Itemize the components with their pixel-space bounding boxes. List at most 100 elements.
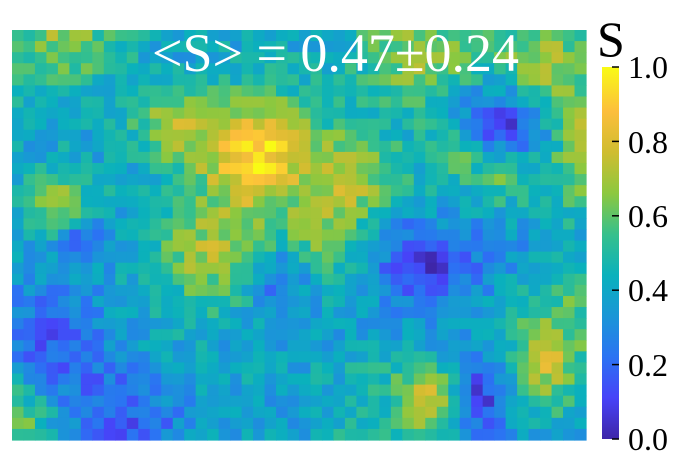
heatmap-cell	[115, 52, 128, 64]
heatmap-cell	[321, 162, 335, 175]
heatmap-cell	[12, 107, 25, 120]
heatmap-cell	[505, 406, 518, 419]
heatmap-cell	[563, 52, 576, 64]
heatmap-cell	[184, 96, 197, 109]
heatmap-cell	[333, 52, 346, 64]
heatmap-cell	[57, 262, 70, 275]
heatmap-cell	[367, 74, 380, 86]
heatmap-cell	[540, 74, 553, 86]
heatmap-cell	[126, 207, 139, 219]
heatmap-cell	[344, 107, 357, 120]
heatmap-cell	[551, 118, 564, 131]
heatmap-cell	[149, 185, 162, 197]
heatmap-cell	[471, 30, 484, 42]
heatmap-cell	[540, 196, 553, 208]
heatmap-cell	[184, 384, 197, 397]
heatmap-cell	[563, 384, 576, 397]
heatmap-cell	[92, 118, 105, 131]
heatmap-cell	[184, 74, 197, 86]
heatmap-cell	[264, 284, 277, 297]
heatmap-cell	[551, 207, 564, 219]
heatmap-cell	[356, 251, 369, 264]
heatmap-cell	[459, 284, 472, 297]
heatmap-cell	[517, 362, 530, 375]
heatmap-cell	[241, 262, 254, 275]
heatmap-cell	[241, 273, 254, 286]
heatmap-cell	[413, 74, 426, 86]
heatmap-cell	[436, 428, 449, 441]
heatmap-cell	[551, 107, 564, 120]
heatmap-cell	[356, 229, 369, 242]
heatmap-cell	[517, 41, 530, 53]
heatmap-cell	[12, 229, 25, 242]
heatmap-cell	[356, 196, 369, 208]
heatmap-cell	[436, 107, 449, 120]
heatmap-cell	[517, 207, 530, 219]
heatmap-cell	[390, 185, 403, 197]
heatmap-cell	[436, 329, 449, 341]
heatmap-cell	[34, 30, 48, 42]
heatmap-cell	[299, 318, 312, 330]
heatmap-cell	[172, 351, 185, 364]
heatmap-cell	[517, 174, 530, 186]
heatmap-cell	[321, 251, 335, 264]
heatmap-cell	[241, 318, 254, 330]
heatmap-cell	[138, 395, 151, 408]
heatmap-cell	[287, 307, 300, 319]
heatmap-cell	[184, 118, 197, 131]
heatmap-cell	[241, 41, 254, 53]
heatmap-cell	[69, 362, 82, 375]
heatmap-cell	[253, 273, 266, 286]
heatmap-cell	[505, 340, 518, 352]
heatmap-cell	[264, 218, 277, 231]
heatmap-cell	[310, 284, 323, 297]
heatmap-cell	[69, 41, 82, 53]
heatmap-cell	[287, 174, 300, 186]
heatmap-cell	[367, 96, 380, 109]
heatmap-cell	[356, 406, 369, 419]
heatmap-cell	[195, 185, 208, 197]
heatmap-cell	[574, 318, 587, 330]
heatmap-cell	[34, 384, 48, 397]
heatmap-cell	[563, 174, 576, 186]
heatmap-cell	[80, 162, 93, 175]
heatmap-cell	[264, 63, 277, 75]
heatmap-cell	[528, 118, 541, 131]
heatmap-cell	[184, 284, 197, 297]
heatmap-cell	[92, 340, 105, 352]
heatmap-cell	[356, 362, 369, 375]
heatmap-cell	[115, 229, 128, 242]
heatmap-cell	[528, 395, 541, 408]
heatmap-cell	[333, 185, 346, 197]
heatmap-cell	[310, 129, 323, 142]
heatmap-cell	[356, 428, 369, 441]
heatmap-cell	[57, 362, 70, 375]
heatmap-cell	[540, 41, 553, 53]
heatmap-cell	[494, 351, 507, 364]
heatmap-cell	[574, 273, 587, 286]
heatmap-cell	[333, 229, 346, 242]
heatmap-cell	[12, 118, 25, 131]
heatmap-cell	[195, 406, 208, 419]
heatmap-cell	[356, 63, 369, 75]
heatmap-cell	[402, 284, 415, 297]
heatmap-cell	[505, 151, 518, 164]
heatmap-cell	[69, 74, 82, 86]
heatmap-cell	[344, 151, 357, 164]
heatmap-cell	[563, 162, 576, 175]
heatmap-cell	[482, 52, 495, 64]
heatmap-cell	[390, 329, 403, 341]
heatmap-cell	[459, 41, 472, 53]
heatmap-cell	[138, 185, 151, 197]
heatmap-cell	[310, 196, 323, 208]
heatmap-cell	[333, 307, 346, 319]
heatmap-cell	[540, 30, 553, 42]
heatmap-cell	[184, 406, 197, 419]
heatmap-cell	[540, 373, 553, 386]
heatmap-cell	[218, 351, 231, 364]
heatmap-cell	[517, 307, 530, 319]
heatmap-cell	[115, 251, 128, 264]
heatmap-cell	[138, 41, 151, 53]
heatmap-cell	[276, 307, 289, 319]
heatmap-cell	[195, 351, 208, 364]
